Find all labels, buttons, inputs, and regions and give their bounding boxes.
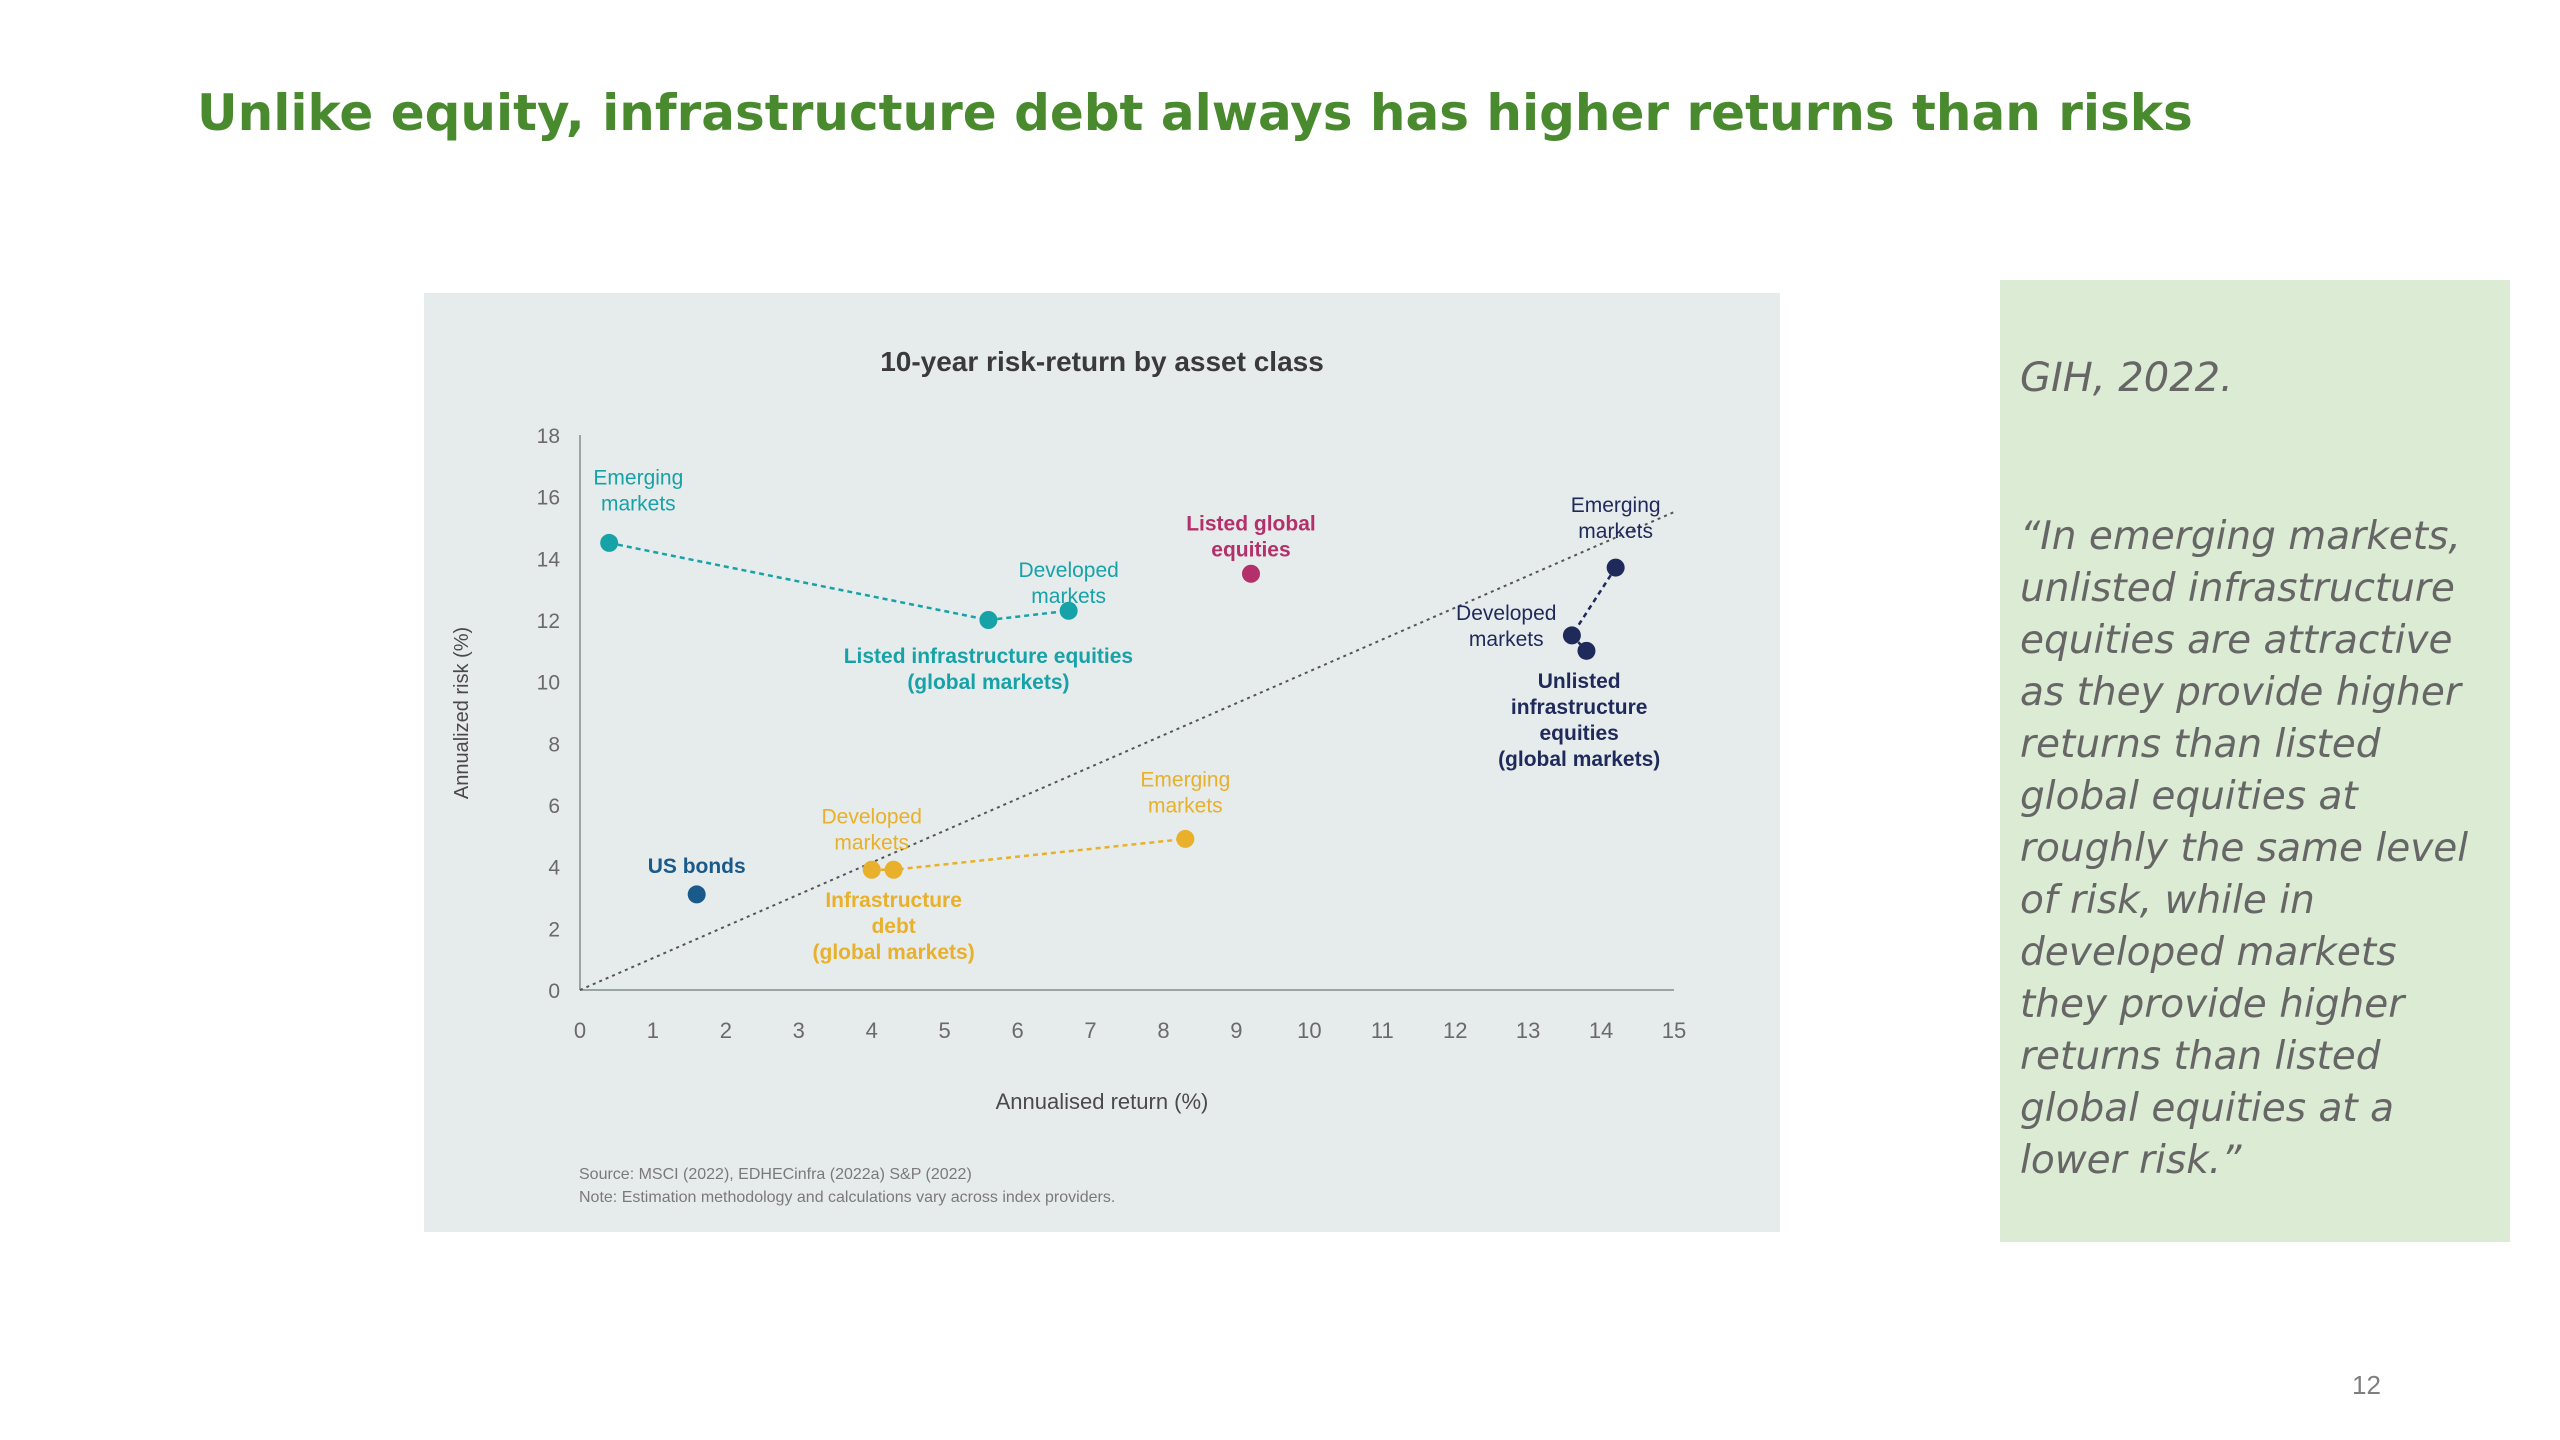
infra-debt-point-label: Emerging — [1140, 769, 1230, 792]
x-tick-label: 4 — [866, 1018, 878, 1043]
listed-infra-point — [979, 611, 998, 629]
y-tick-label: 0 — [548, 980, 560, 1003]
x-tick-label: 8 — [1157, 1018, 1169, 1043]
chart-title: 10-year risk-return by asset class — [880, 346, 1324, 377]
unlisted-infra-group-label: Unlisted — [1538, 670, 1621, 693]
unlisted-infra-group-label: equities — [1540, 722, 1619, 745]
x-tick-label: 2 — [720, 1018, 732, 1043]
y-tick-label: 2 — [548, 918, 560, 941]
chart-source-note: Note: Estimation methodology and calcula… — [579, 1189, 1115, 1206]
x-tick-label: 14 — [1589, 1018, 1613, 1043]
infra-debt-group-label: Infrastructure — [825, 889, 962, 912]
x-tick-label: 7 — [1084, 1018, 1096, 1043]
infra-debt-point — [1176, 829, 1195, 848]
chart-panel: 10-year risk-return by asset class 0 2 4 6 8 1… — [424, 293, 1780, 1232]
listed-global-point — [1241, 564, 1260, 583]
unlisted-infra-point-label: Developed — [1456, 602, 1556, 625]
x-tick-label: 6 — [1011, 1018, 1023, 1043]
unlisted-infra-point — [1577, 641, 1596, 660]
y-tick-label: 10 — [537, 672, 560, 695]
chart-source-note: Source: MSCI (2022), EDHECinfra (2022a) … — [579, 1166, 972, 1183]
x-tick-label: 9 — [1230, 1018, 1242, 1043]
listed-infra-point-label: markets — [1031, 585, 1106, 608]
reference-line — [579, 511, 1675, 991]
y-tick-label: 4 — [548, 857, 560, 880]
infra-debt-point — [884, 860, 903, 879]
infra-debt-group-label: debt — [871, 915, 915, 938]
x-tick-label: 1 — [647, 1018, 659, 1043]
y-axis-label: Annualized risk (%) — [451, 627, 473, 799]
listed-infra-point-label: Developed — [1018, 559, 1118, 582]
listed-infra-group-label: Listed infrastructure equities — [844, 645, 1133, 668]
listed-global-group-label: Listed global — [1186, 513, 1316, 536]
x-tick-label: 10 — [1297, 1018, 1321, 1043]
y-tick-label: 8 — [548, 733, 560, 756]
unlisted-infra-point — [1606, 558, 1625, 577]
us-bonds-point — [687, 885, 706, 904]
unlisted-infra-point — [1562, 626, 1581, 645]
y-tick-label: 18 — [537, 425, 560, 448]
y-tick-label: 16 — [537, 487, 560, 510]
unlisted-infra-point-label: markets — [1578, 520, 1653, 543]
infra-debt-group-label: (global markets) — [813, 941, 975, 964]
x-tick-label: 13 — [1516, 1018, 1540, 1043]
infra-debt-point-label: markets — [1148, 795, 1223, 818]
quote-panel: GIH, 2022. “In emerging markets, unliste… — [2000, 280, 2510, 1242]
infra-debt-point-label: Developed — [822, 806, 922, 829]
x-tick-label: 12 — [1443, 1018, 1467, 1043]
infra-debt-point — [862, 860, 881, 879]
listed-infra-point-label: Emerging — [593, 466, 683, 489]
x-tick-label: 11 — [1371, 1018, 1394, 1043]
quote-citation: GIH, 2022. — [2020, 355, 2233, 401]
unlisted-infra-group-label: (global markets) — [1498, 748, 1660, 771]
us-bonds-group-label: US bonds — [648, 855, 746, 878]
listed-infra-point — [1059, 601, 1078, 620]
infra-debt-point-label: markets — [834, 832, 909, 855]
page-number: 12 — [2352, 1370, 2381, 1400]
unlisted-infra-group-label: infrastructure — [1511, 696, 1648, 719]
listed-infra-group-label: (global markets) — [907, 671, 1069, 694]
unlisted-infra-point-label: markets — [1469, 628, 1544, 651]
y-tick-label: 14 — [537, 548, 561, 571]
x-tick-label: 5 — [939, 1018, 951, 1043]
y-tick-label: 12 — [537, 610, 560, 633]
listed-infra-point — [600, 533, 619, 552]
x-tick-label: 0 — [574, 1018, 586, 1043]
listed-global-group-label: equities — [1211, 539, 1290, 562]
unlisted-infra-point-label: Emerging — [1571, 494, 1661, 517]
y-tick-label: 6 — [548, 795, 560, 818]
x-tick-label: 3 — [793, 1018, 805, 1043]
infra-debt-connector — [871, 837, 1186, 871]
listed-infra-connector — [608, 541, 1069, 622]
listed-infra-point-label: markets — [601, 492, 676, 515]
x-tick-label: 15 — [1662, 1018, 1686, 1043]
x-axis-label: Annualised return (%) — [996, 1089, 1209, 1114]
quote-text: “In emerging markets, unlisted infrastru… — [2020, 514, 2469, 1183]
slide-title: Unlike equity, infrastructure debt alway… — [197, 84, 2193, 142]
risk-return-chart: 10-year risk-return by asset class 0 2 4 6 8 1… — [451, 346, 1686, 1206]
